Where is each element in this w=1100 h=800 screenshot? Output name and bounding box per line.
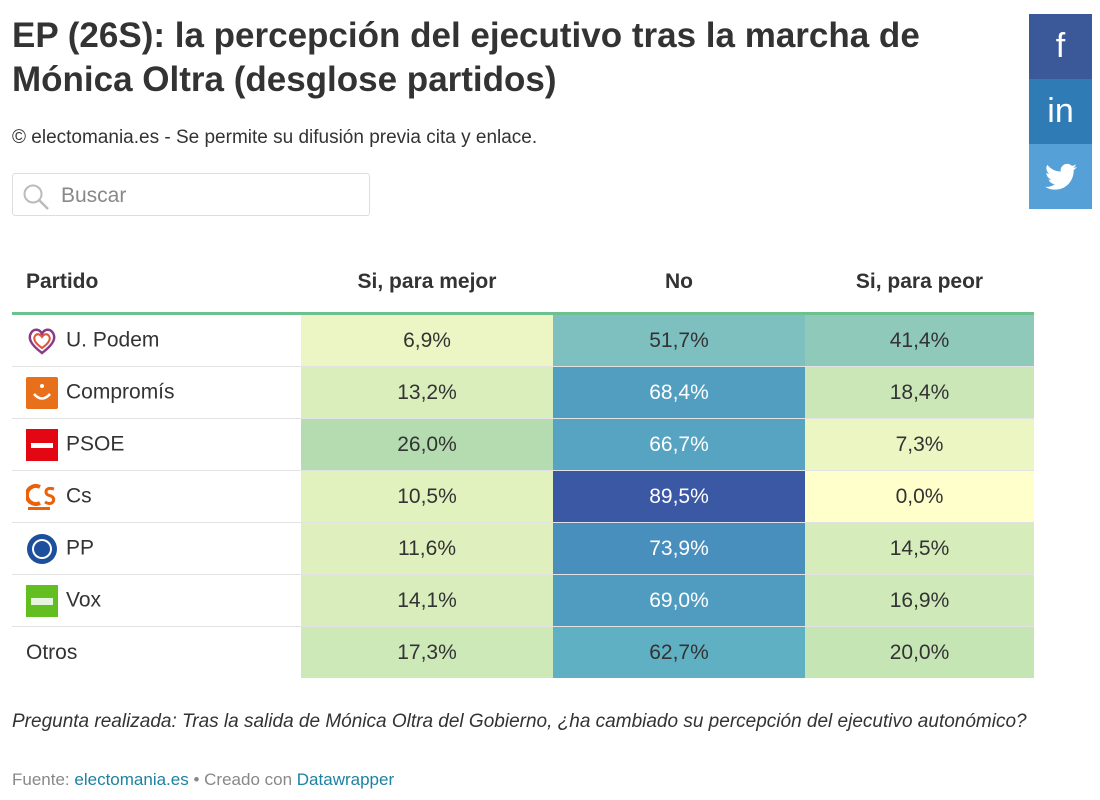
value-cell: 89,5%	[553, 470, 805, 523]
share-buttons: f in	[1029, 14, 1092, 209]
cell-value: 7,3%	[895, 432, 944, 456]
column-header: Si, para peor	[805, 252, 1034, 315]
cell-value: 41,4%	[889, 328, 950, 352]
cell-value: 68,4%	[649, 380, 709, 404]
value-cell: 18,4%	[805, 366, 1034, 419]
party-logo	[27, 533, 57, 564]
cell-value: 14,5%	[889, 536, 950, 560]
party-name: Compromís	[66, 380, 175, 404]
value-cell: 17,3%	[301, 626, 553, 678]
value-cell: 41,4%	[805, 313, 1034, 367]
linkedin-icon: in	[1047, 92, 1074, 130]
value-cell: 11,6%	[301, 522, 553, 575]
cell-value: 6,9%	[403, 328, 451, 352]
value-cell: 13,2%	[301, 366, 553, 419]
value-cell: 0,0%	[805, 470, 1034, 523]
table-row: Cs 10,5% 89,5% 0,0%	[12, 470, 1034, 523]
value-cell: 14,1%	[301, 574, 553, 627]
party-logo	[26, 376, 58, 409]
party-cell: PSOE	[12, 418, 301, 471]
value-cell: 73,9%	[553, 522, 805, 575]
value-cell: 7,3%	[805, 418, 1034, 471]
party-name: PSOE	[66, 432, 125, 456]
cell-value: 66,7%	[649, 432, 709, 456]
cell-value: 13,2%	[397, 380, 457, 404]
footer-note: Pregunta realizada: Tras la salida de Mó…	[12, 711, 1027, 732]
value-cell: 20,0%	[805, 626, 1034, 678]
party-cell: Cs	[12, 470, 301, 523]
value-cell: 51,7%	[553, 313, 805, 367]
party-cell: Compromís	[12, 366, 301, 419]
party-logo	[26, 584, 58, 617]
search-box[interactable]: Buscar	[12, 173, 370, 216]
cell-value: 62,7%	[649, 640, 709, 664]
party-logo	[28, 328, 56, 355]
value-cell: 62,7%	[553, 626, 805, 678]
column-header: Si, para mejor	[301, 252, 553, 315]
party-cell: Otros	[12, 627, 301, 679]
table-row: Vox 14,1% 69,0% 16,9%	[12, 574, 1034, 627]
value-cell: 10,5%	[301, 470, 553, 523]
cell-value: 69,0%	[649, 588, 709, 612]
cell-value: 10,5%	[397, 484, 457, 508]
cell-value: 11,6%	[398, 536, 456, 560]
value-cell: 6,9%	[301, 313, 553, 367]
cell-value: 26,0%	[397, 432, 457, 456]
party-cell: Vox	[12, 574, 301, 627]
value-cell: 16,9%	[805, 574, 1034, 627]
table-row: Compromís 13,2% 68,4% 18,4%	[12, 366, 1034, 419]
data-table: Partido Si, para mejor No Si, para peor U. P…	[12, 252, 1034, 678]
linkedin-button[interactable]: in	[1029, 79, 1092, 144]
tool-link[interactable]: Datawrapper	[296, 770, 395, 789]
party-name: U. Podem	[66, 328, 160, 352]
source-label: Fuente:	[12, 770, 70, 789]
cell-value: 89,5%	[649, 484, 709, 508]
cell-value: 14,1%	[397, 588, 457, 612]
value-cell: 68,4%	[553, 366, 805, 419]
twitter-icon	[1044, 163, 1077, 190]
search-placeholder: Buscar	[61, 184, 127, 207]
cell-value: 20,0%	[889, 640, 950, 664]
party-name: Cs	[66, 484, 92, 508]
party-logo	[26, 428, 58, 461]
party-name: PP	[66, 536, 95, 560]
party-logo	[26, 483, 56, 510]
subtitle: © electomania.es - Se permite su difusió…	[12, 127, 538, 148]
made-with: • Creado con	[193, 770, 293, 789]
column-header: No	[553, 252, 805, 315]
value-cell: 69,0%	[553, 574, 805, 627]
facebook-icon: f	[1055, 27, 1066, 65]
column-header: Partido	[12, 252, 301, 315]
table-row: PSOE 26,0% 66,7% 7,3%	[12, 418, 1034, 471]
cell-value: 16,9%	[889, 588, 950, 612]
source-link[interactable]: electomania.es	[74, 770, 189, 789]
cell-value: 51,7%	[649, 328, 709, 352]
value-cell: 66,7%	[553, 418, 805, 471]
table-row: PP 11,6% 73,9% 14,5%	[12, 522, 1034, 575]
party-name: Vox	[66, 588, 102, 612]
value-cell: 14,5%	[805, 522, 1034, 575]
value-cell: 26,0%	[301, 418, 553, 471]
search-icon	[23, 184, 49, 210]
party-name: Otros	[26, 640, 78, 664]
table-row: U. Podem 6,9% 51,7% 41,4%	[12, 313, 1034, 367]
cell-value: 73,9%	[649, 536, 709, 560]
party-cell: PP	[12, 522, 301, 575]
table-row: Otros 17,3% 62,7% 20,0%	[12, 626, 1034, 679]
footer-source: Fuente: electomania.es • Creado con Data…	[12, 770, 394, 790]
party-cell: U. Podem	[12, 313, 301, 367]
twitter-button[interactable]	[1029, 144, 1092, 209]
facebook-button[interactable]: f	[1029, 14, 1092, 79]
cell-value: 17,3%	[397, 640, 457, 664]
cell-value: 0,0%	[895, 484, 944, 508]
title: EP (26S): la percepción del ejecutivo tr…	[12, 16, 920, 99]
cell-value: 18,4%	[889, 380, 950, 404]
